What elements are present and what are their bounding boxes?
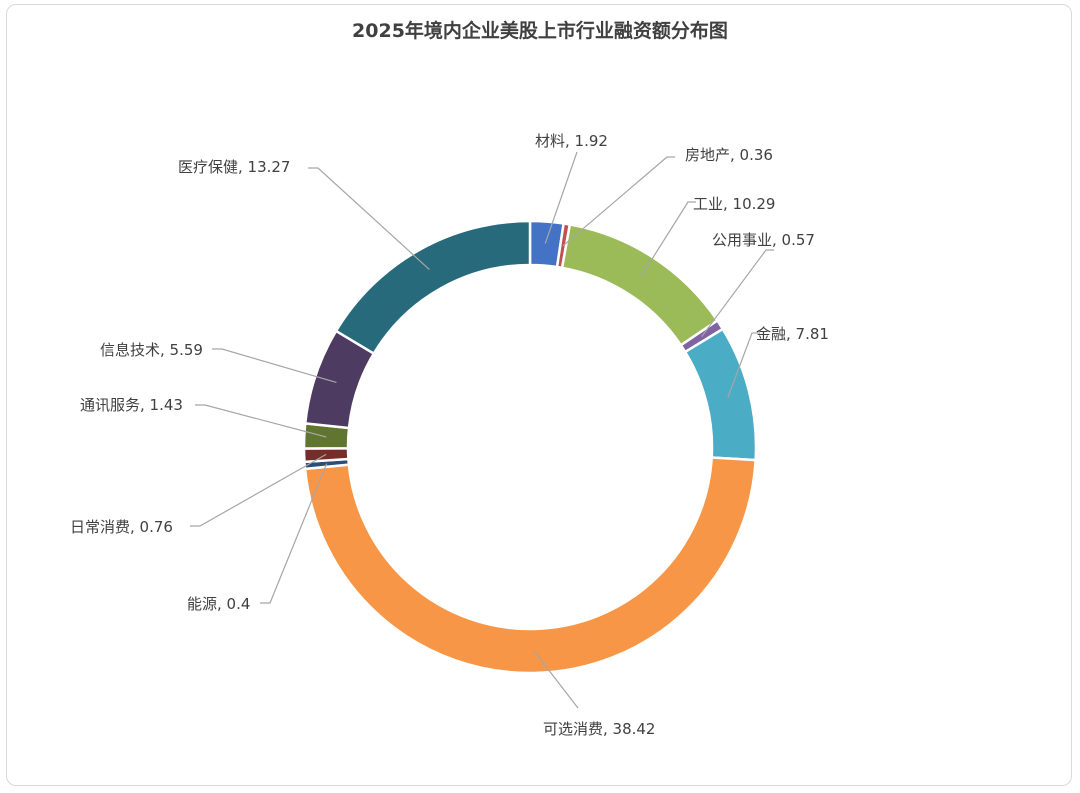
data-label-communication: 通讯服务, 1.43 bbox=[80, 396, 183, 414]
leader-line-0 bbox=[544, 151, 578, 244]
data-label-industrials: 工业, 10.29 bbox=[693, 195, 775, 213]
leader-line-1 bbox=[562, 156, 675, 247]
leader-line-8 bbox=[195, 404, 327, 438]
leader-line-7 bbox=[190, 453, 327, 527]
data-label-utilities: 公用事业, 0.57 bbox=[712, 231, 815, 249]
data-labels: 材料, 1.92 房地产, 0.36 工业, 10.29 公用事业, 0.57 … bbox=[70, 132, 829, 738]
slice-10 bbox=[334, 219, 532, 356]
chart-title: 2025年境内企业美股上市行业融资额分布图 bbox=[352, 19, 728, 42]
data-label-health-care: 医疗保健, 13.27 bbox=[178, 158, 290, 176]
leader-line-10 bbox=[308, 167, 430, 270]
leader-lines bbox=[190, 151, 774, 709]
data-label-consumer-staples: 日常消费, 0.76 bbox=[70, 518, 173, 536]
slice-5 bbox=[303, 456, 757, 675]
data-label-information-technology: 信息技术, 5.59 bbox=[100, 341, 203, 359]
slice-4 bbox=[683, 327, 758, 462]
data-label-materials: 材料, 1.92 bbox=[535, 132, 608, 150]
leader-line-5 bbox=[533, 650, 579, 709]
leader-line-4 bbox=[727, 332, 760, 398]
data-label-real-estate: 房地产, 0.36 bbox=[685, 146, 773, 164]
leader-line-9 bbox=[212, 348, 337, 384]
data-label-consumer-discretionary: 可选消费, 38.42 bbox=[543, 720, 655, 738]
leader-line-3 bbox=[701, 249, 774, 338]
donut-slices bbox=[302, 219, 758, 675]
leader-line-2 bbox=[640, 201, 696, 277]
data-label-financials: 金融, 7.81 bbox=[756, 325, 829, 343]
leader-line-6 bbox=[260, 463, 328, 604]
slice-2 bbox=[560, 223, 720, 347]
data-label-energy: 能源, 0.4 bbox=[187, 595, 250, 613]
